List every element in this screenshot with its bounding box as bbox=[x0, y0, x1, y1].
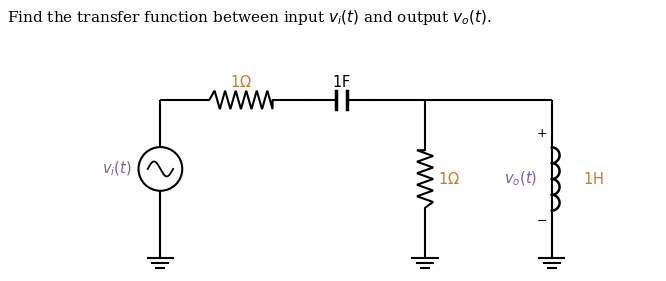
Text: $v_i(t)$: $v_i(t)$ bbox=[102, 160, 132, 178]
Text: $-$: $-$ bbox=[535, 214, 547, 226]
Text: $1\Omega$: $1\Omega$ bbox=[230, 74, 252, 90]
Text: Find the transfer function between input $v_i(t)$ and output $v_o(t)$.: Find the transfer function between input… bbox=[7, 8, 492, 28]
Text: $v_o(t)$: $v_o(t)$ bbox=[504, 170, 537, 188]
Text: $\mathrm{1F}$: $\mathrm{1F}$ bbox=[332, 74, 351, 90]
Text: $+$: $+$ bbox=[535, 128, 547, 140]
Text: $1\Omega$: $1\Omega$ bbox=[438, 171, 460, 187]
Text: $\mathrm{1H}$: $\mathrm{1H}$ bbox=[583, 171, 604, 187]
